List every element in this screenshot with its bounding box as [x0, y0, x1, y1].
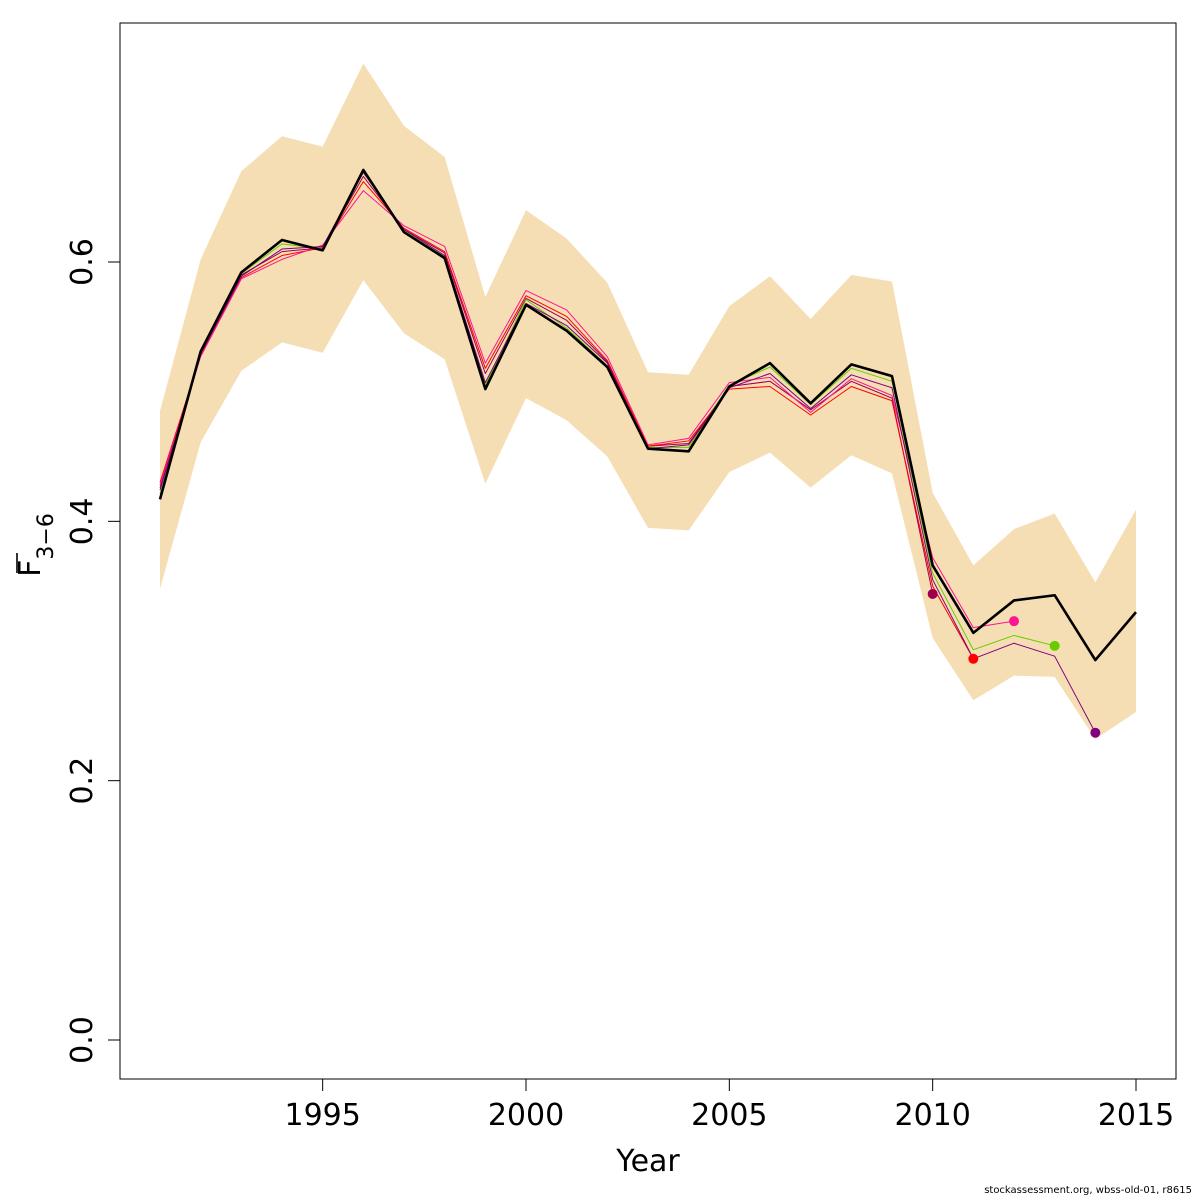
confidence-band-layer [160, 63, 1136, 740]
terminal-point-2012 [1009, 616, 1019, 627]
terminal-point-2013 [1049, 640, 1060, 651]
x-tick-label-2000: 2000 [488, 1098, 564, 1133]
y-axis-title: F3−6 [13, 513, 59, 577]
y-tick-label-0.0: 0.0 [65, 1016, 100, 1064]
series-line-1 [158, 168, 1137, 662]
terminal-point-2014 [1090, 727, 1101, 738]
y-axis-title-main: F [13, 560, 48, 577]
y-axis-title-subscript: 3−6 [34, 513, 59, 559]
x-tick-label-2015: 2015 [1098, 1098, 1174, 1133]
y-axis: 0.0 0.2 0.4 0.6 [65, 238, 121, 1064]
x-tick-label-2010: 2010 [894, 1098, 970, 1133]
y-tick-label-0.2: 0.2 [65, 757, 100, 805]
x-tick-label-1995: 1995 [284, 1098, 360, 1133]
terminal-point-2011 [968, 653, 979, 664]
terminal-points-layer [927, 588, 1101, 738]
series-line-6 [159, 175, 934, 595]
confidence-band [160, 63, 1136, 740]
terminal-point-2010 [927, 588, 938, 599]
series-line-4 [159, 190, 1015, 629]
x-tick-label-2005: 2005 [691, 1098, 767, 1133]
x-axis: 1995 2000 2005 2010 2015 [284, 1078, 1174, 1133]
series-line-5 [159, 181, 974, 660]
y-tick-label-0.4: 0.4 [65, 497, 100, 545]
x-axis-title: Year [615, 1144, 680, 1179]
svg-text:F3−6: F3−6 [13, 513, 59, 577]
series-layer [158, 168, 1137, 733]
y-tick-label-0.6: 0.6 [65, 238, 100, 286]
footer-credit: stockassessment.org, wbss-old-01, r8615 [984, 1185, 1192, 1196]
